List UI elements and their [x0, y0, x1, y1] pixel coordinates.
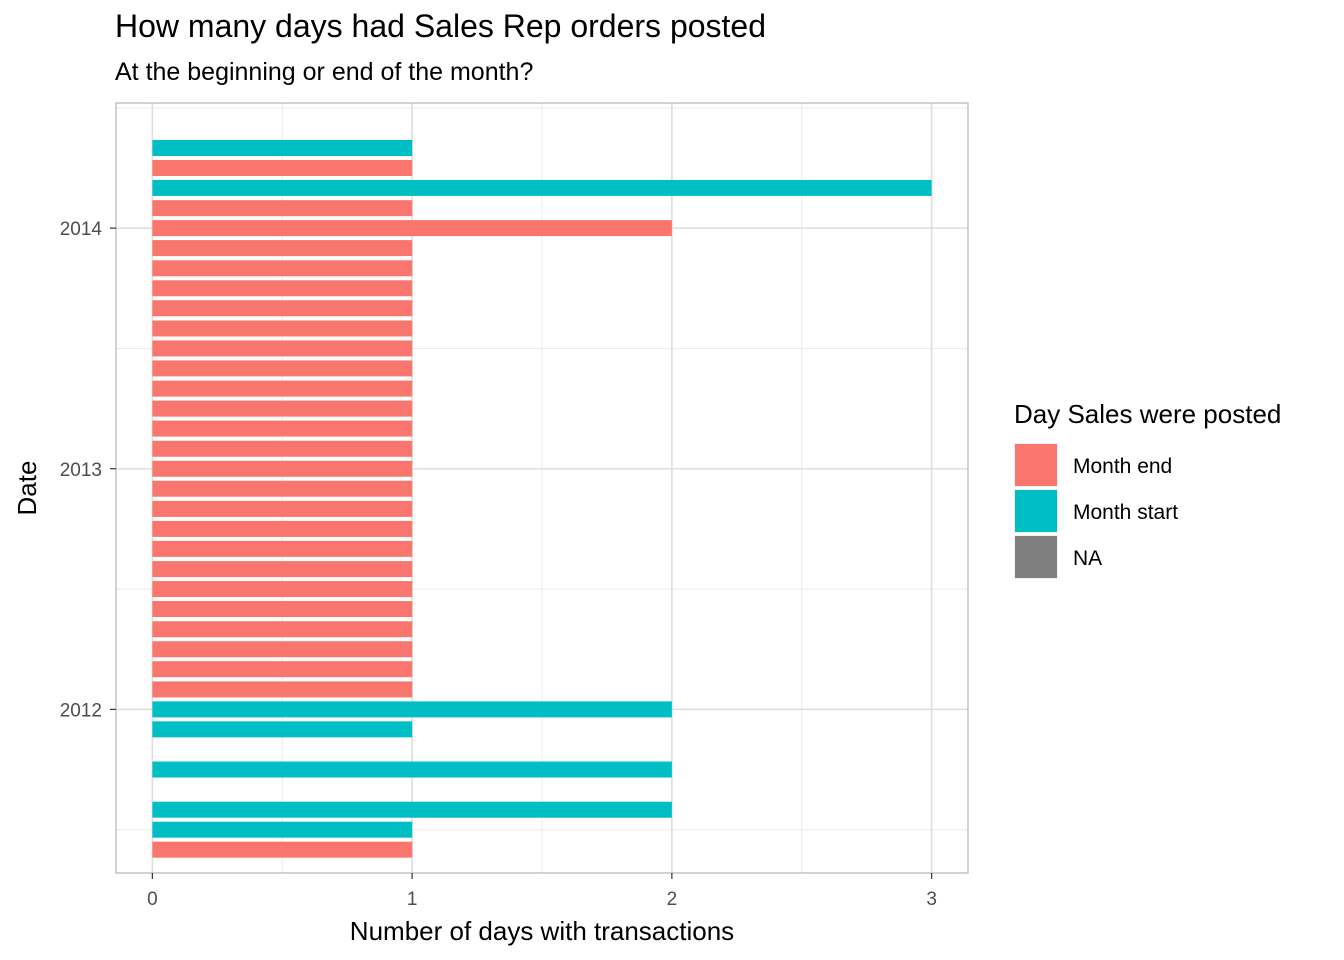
bar [152, 200, 413, 217]
legend-label: Month start [1073, 501, 1178, 524]
x-tick-label: 3 [926, 889, 937, 910]
bar [152, 220, 672, 237]
legend-swatch [1015, 490, 1057, 532]
bar [152, 300, 413, 317]
bar [152, 721, 413, 738]
bar [152, 280, 413, 297]
bar [152, 701, 672, 718]
legend: Day Sales were posted Month end Month sta… [1014, 399, 1281, 579]
bar [152, 581, 413, 598]
bar [152, 561, 413, 578]
chart-title: How many days had Sales Rep orders poste… [115, 8, 767, 44]
legend-swatch [1015, 444, 1057, 486]
bar [152, 801, 672, 818]
bar [152, 500, 413, 517]
y-tick-label: 2012 [60, 700, 102, 721]
bar-series [152, 139, 932, 858]
bar [152, 601, 413, 618]
legend-swatch [1015, 536, 1057, 578]
bar [152, 440, 413, 457]
legend-label: NA [1073, 547, 1102, 570]
bar [152, 540, 413, 557]
bar [152, 420, 413, 437]
bar [152, 821, 413, 838]
chart-subtitle: At the beginning or end of the month? [115, 58, 534, 86]
bar [152, 480, 413, 497]
bar [152, 841, 413, 858]
bar [152, 520, 413, 537]
bar [152, 400, 413, 417]
bar [152, 460, 413, 477]
x-axis: 0 1 2 3 [147, 873, 937, 910]
x-axis-title: Number of days with transactions [350, 916, 734, 946]
bar [152, 641, 413, 658]
bar [152, 681, 413, 698]
bar [152, 179, 932, 196]
bar [152, 240, 413, 257]
x-tick-label: 2 [667, 889, 678, 910]
legend-items: Month end Month start NA [1014, 443, 1178, 579]
y-tick-label: 2013 [60, 460, 102, 481]
y-axis-title: Date [12, 461, 42, 516]
bar [152, 661, 413, 678]
legend-title: Day Sales were posted [1014, 399, 1281, 429]
y-tick-label: 2014 [60, 219, 103, 240]
bar [152, 621, 413, 638]
bar [152, 380, 413, 397]
bar [152, 320, 413, 337]
plot-border [115, 102, 969, 874]
x-tick-label: 0 [147, 889, 158, 910]
legend-label: Month end [1073, 455, 1172, 478]
bar [152, 159, 413, 176]
bar [152, 260, 413, 277]
bar [152, 340, 413, 357]
bar [152, 360, 413, 377]
bar [152, 139, 413, 156]
bar [152, 761, 672, 778]
x-tick-label: 1 [407, 889, 418, 910]
y-axis: 2012 2013 2014 [60, 219, 116, 721]
